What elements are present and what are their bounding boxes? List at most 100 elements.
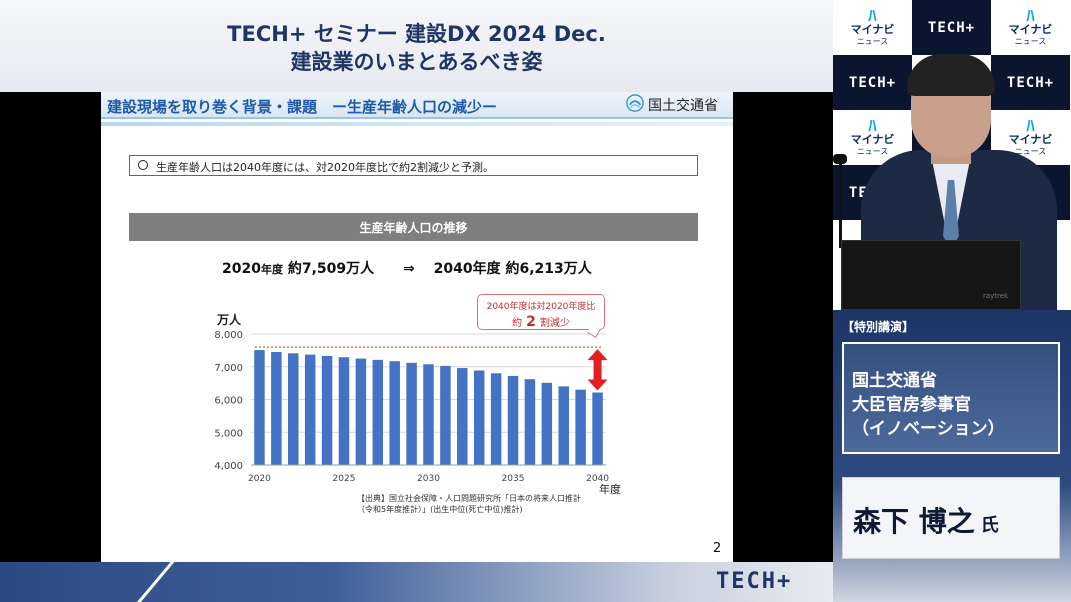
ministry-name: 国土交通省 xyxy=(648,98,718,114)
speaker-tie xyxy=(943,180,959,250)
summary-left-unit: 年度 xyxy=(260,263,283,276)
bar xyxy=(423,364,434,465)
x-tick-label: 2025 xyxy=(333,474,356,484)
callout-line1: 2040年度は対2020年度比 xyxy=(486,302,596,312)
callout-post: 割減少 xyxy=(539,318,570,329)
summary-left-value: 約7,509万人 xyxy=(287,261,375,277)
x-tick-label: 2035 xyxy=(502,474,525,484)
reduction-arrow-up-icon xyxy=(587,349,608,361)
tech-tile-text: TECH+ xyxy=(848,74,897,91)
x-tick-label: 2020 xyxy=(248,474,271,484)
presentation-slide: 建設現場を取り巻く背景・課題 ー生産年齢人口の減少ー 国土交通省 生産年齢人口は… xyxy=(101,92,733,562)
tech-tile: TECH+ xyxy=(912,0,991,55)
bar xyxy=(254,350,265,465)
mynavi-logo-icon: ﾊ xyxy=(1026,116,1035,135)
mynavi-news-text: ニュース xyxy=(856,147,889,156)
bullet-circle-icon xyxy=(138,160,148,170)
bar xyxy=(304,354,316,465)
summary-left-year: 2020 xyxy=(222,261,261,277)
mynavi-logo-icon: ﾊ xyxy=(1026,6,1035,25)
bar xyxy=(372,359,384,465)
mynavi-news-text: ニュース xyxy=(856,37,889,46)
callout-line2: 約 2 割減少 xyxy=(478,314,604,330)
mynavi-tile: ﾊ マイナビ ニュース xyxy=(991,110,1070,165)
bar xyxy=(338,357,350,465)
mynavi-text: マイナビ xyxy=(850,23,895,36)
bar xyxy=(473,370,485,465)
mynavi-tile: ﾊ マイナビ ニュース xyxy=(991,0,1070,55)
bar xyxy=(457,368,468,465)
microphone-icon xyxy=(833,154,847,164)
y-tick-label: 7,000 xyxy=(214,363,243,374)
population-chart: 4,000 5,000 6,000 7,000 8,000 万人 2020 2025 2030 2… xyxy=(214,312,621,496)
mynavi-text: マイナビ xyxy=(1008,133,1053,146)
mynavi-logo-icon: ﾊ xyxy=(868,116,877,135)
bar xyxy=(271,352,282,465)
bar xyxy=(406,362,417,465)
mynavi-text: マイナビ xyxy=(1008,23,1053,36)
callout-big-number: 2 xyxy=(526,314,536,330)
seminar-header: TECH+ セミナー 建設DX 2024 Dec. 建設業のいまとあるべき姿 xyxy=(0,0,833,92)
callout-pre: 約 xyxy=(512,318,523,329)
bar xyxy=(389,361,400,465)
mynavi-news-text: ニュース xyxy=(1014,147,1047,156)
mynavi-text: マイナビ xyxy=(850,133,895,146)
bar xyxy=(575,389,586,465)
x-axis-label: 年度 xyxy=(599,482,621,496)
population-summary: 2020年度 約7,509万人 ⇒ 2040年度 約6,213万人 xyxy=(222,258,592,278)
role-line-1: 国土交通省 xyxy=(852,371,937,391)
reduction-callout: 2040年度は対2020年度比 約 2 割減少 xyxy=(477,294,605,330)
y-tick-label: 6,000 xyxy=(214,396,243,407)
bar xyxy=(558,386,569,465)
summary-arrow: ⇒ xyxy=(403,261,415,277)
seminar-subtitle: 建設業のいまとあるべき姿 xyxy=(290,50,543,74)
laptop xyxy=(841,240,1021,310)
speaker-name-text: 森下 博之 xyxy=(853,505,975,538)
tech-tile-text: TECH+ xyxy=(927,19,976,36)
speaker-role-box: 国土交通省 大臣官房参事官 （イノベーション） xyxy=(842,342,1060,454)
speaker-honorific: 氏 xyxy=(980,515,999,536)
laptop-brand: raytrek xyxy=(983,292,1009,300)
speaker-backdrop: ﾊ マイナビ ニュース TECH+ ﾊ マイナビ ニュース TECH+ TECH… xyxy=(833,0,1071,310)
bar xyxy=(321,355,333,465)
speaker-panel: ﾊ マイナビ ニュース TECH+ ﾊ マイナビ ニュース TECH+ TECH… xyxy=(833,0,1071,602)
source-line1: 【出典】国立社会保障・人口問題研究所「日本の将来人口推計 xyxy=(357,494,581,503)
y-tick-label: 8,000 xyxy=(214,330,243,341)
y-tick-label: 4,000 xyxy=(214,461,243,472)
mynavi-tile: ﾊ マイナビ ニュース xyxy=(833,0,912,55)
microphone-stand xyxy=(839,158,842,248)
decorative-stripe xyxy=(127,562,176,602)
tech-tile-text: TECH+ xyxy=(1006,74,1055,91)
x-tick-label: 2040 xyxy=(586,474,609,484)
tech-tile: TECH+ xyxy=(991,55,1070,110)
bar xyxy=(524,379,536,465)
bullet-text: 生産年齢人口は2040年度には、対2020年度比で約2割減少と予測。 xyxy=(156,161,494,174)
y-tick-label: 5,000 xyxy=(214,428,243,439)
tech-tile: TECH+ xyxy=(833,55,912,110)
bar xyxy=(440,365,451,465)
source-line2: （令和5年度推計）」(出生中位(死亡中位)推計) xyxy=(357,505,523,514)
bar xyxy=(541,382,553,465)
role-line-2: 大臣官房参事官 xyxy=(852,395,971,415)
tech-logo: TECH+ xyxy=(716,569,793,594)
special-lecture-label: 【特別講演】 xyxy=(842,320,915,334)
summary-right-year: 2040年度 xyxy=(433,261,501,277)
slide-title: 建設現場を取り巻く背景・課題 ー生産年齢人口の減少ー xyxy=(107,98,498,116)
role-line-3: （イノベーション） xyxy=(852,419,1005,439)
bar xyxy=(507,375,519,465)
mynavi-news-text: ニュース xyxy=(1014,37,1047,46)
bottom-band xyxy=(0,562,833,602)
summary-right-value: 約6,213万人 xyxy=(505,261,592,277)
x-tick-label: 2030 xyxy=(417,474,440,484)
speaker-name-box: 森下 博之氏 xyxy=(842,477,1060,559)
bar xyxy=(288,353,299,465)
bar xyxy=(355,358,367,465)
y-axis-label: 万人 xyxy=(216,312,242,327)
section-band-text: 生産年齢人口の推移 xyxy=(359,221,468,235)
slide-title-bar: 建設現場を取り巻く背景・課題 ー生産年齢人口の減少ー 国土交通省 xyxy=(101,92,733,119)
bar xyxy=(490,373,502,465)
bullet-box: 生産年齢人口は2040年度には、対2020年度比で約2割減少と予測。 xyxy=(129,155,698,176)
page-number: 2 xyxy=(713,541,722,556)
reduction-arrow-shaft xyxy=(593,358,602,382)
